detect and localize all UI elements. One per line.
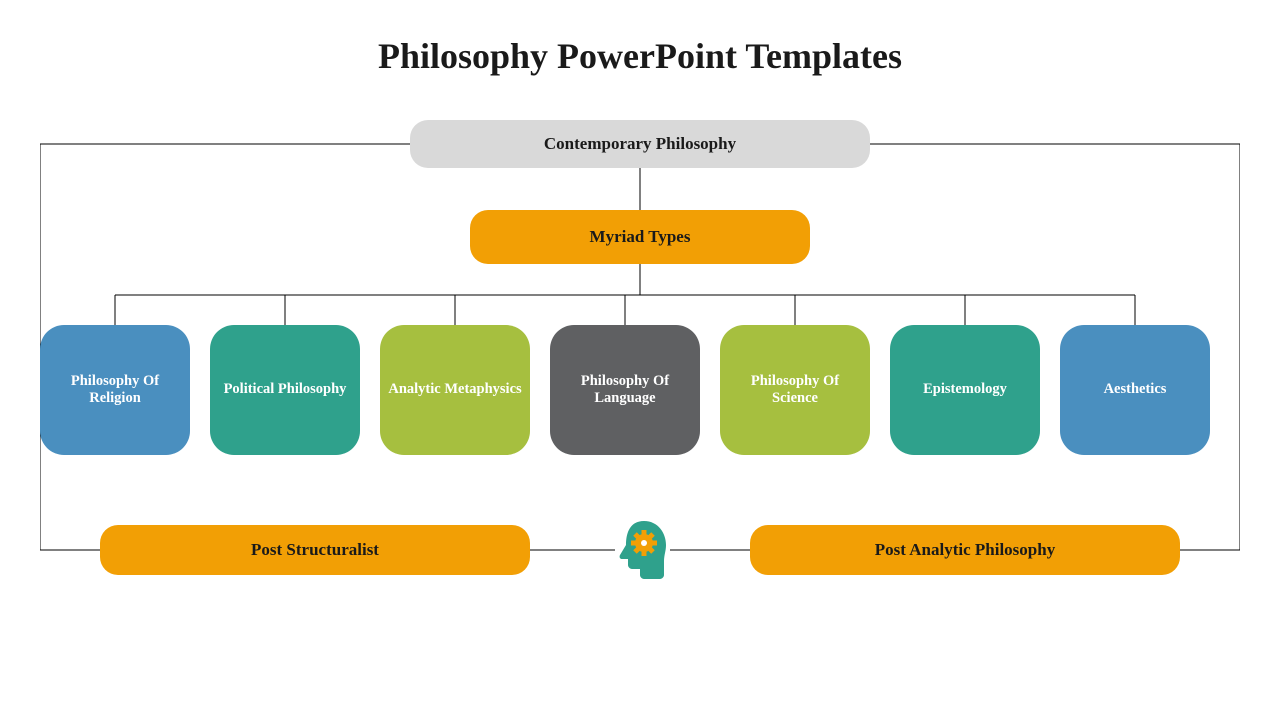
category-epistemology: Epistemology bbox=[890, 325, 1040, 455]
cat-label: Epistemology bbox=[923, 381, 1007, 398]
bottom-right-label: Post Analytic Philosophy bbox=[875, 540, 1055, 560]
category-religion: Philosophy Of Religion bbox=[40, 325, 190, 455]
cat-label: Aesthetics bbox=[1104, 381, 1167, 398]
category-political: Political Philosophy bbox=[210, 325, 360, 455]
root-label: Contemporary Philosophy bbox=[544, 134, 736, 154]
page-title: Philosophy PowerPoint Templates bbox=[0, 35, 1280, 77]
bottom-right-node: Post Analytic Philosophy bbox=[750, 525, 1180, 575]
cat-label: Philosophy Of Religion bbox=[48, 373, 182, 408]
cat-label: Philosophy Of Science bbox=[728, 373, 862, 408]
category-science: Philosophy Of Science bbox=[720, 325, 870, 455]
cat-label: Political Philosophy bbox=[224, 381, 347, 398]
myriad-label: Myriad Types bbox=[590, 227, 691, 247]
category-metaphysics: Analytic Metaphysics bbox=[380, 325, 530, 455]
category-language: Philosophy Of Language bbox=[550, 325, 700, 455]
head-gear-icon bbox=[610, 517, 674, 581]
cat-label: Analytic Metaphysics bbox=[388, 381, 521, 398]
category-aesthetics: Aesthetics bbox=[1060, 325, 1210, 455]
myriad-node: Myriad Types bbox=[470, 210, 810, 264]
bottom-left-node: Post Structuralist bbox=[100, 525, 530, 575]
bottom-left-label: Post Structuralist bbox=[251, 540, 379, 560]
cat-label: Philosophy Of Language bbox=[558, 373, 692, 408]
diagram-container: Contemporary Philosophy Myriad Types Phi… bbox=[40, 120, 1240, 660]
root-node: Contemporary Philosophy bbox=[410, 120, 870, 168]
